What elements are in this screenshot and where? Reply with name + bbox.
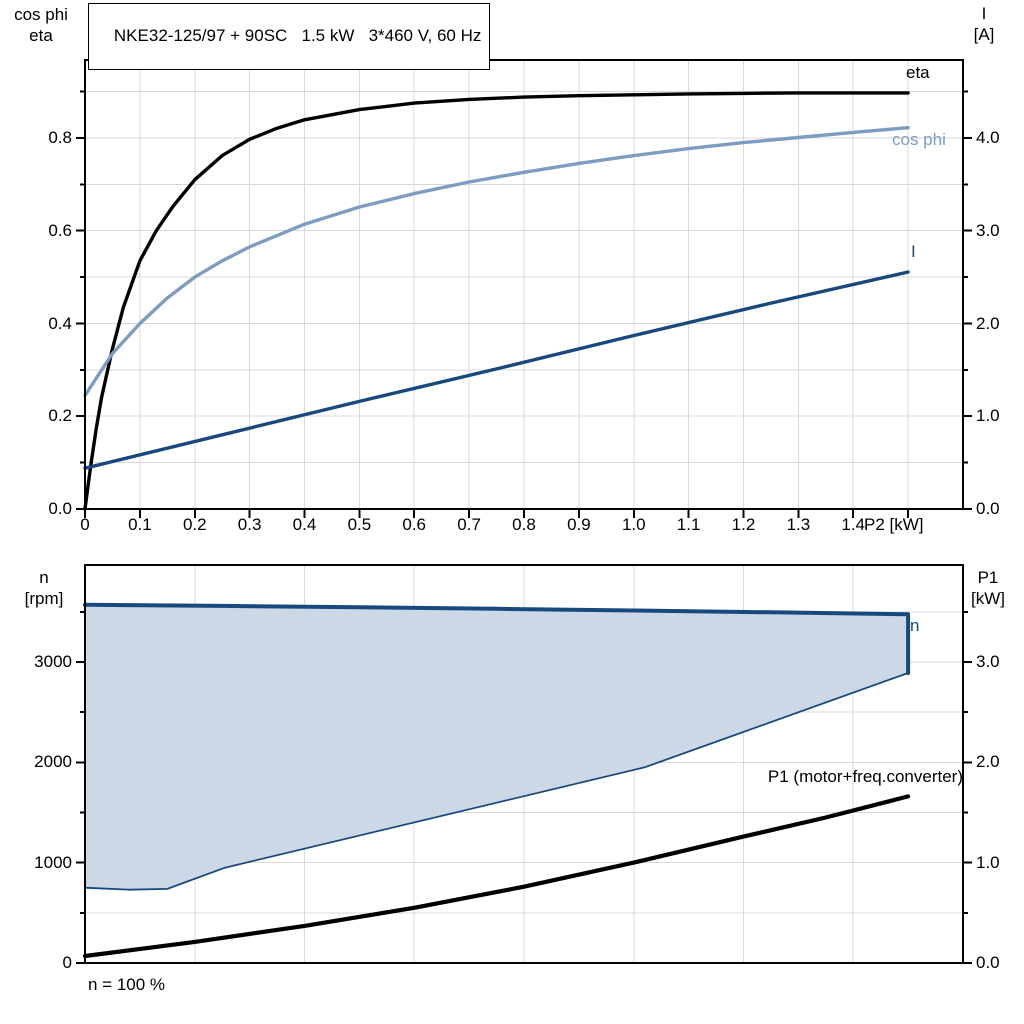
x-tick-label: 1.2 (731, 515, 756, 534)
x-tick-label: 1.4 (841, 515, 865, 534)
x-tick-label: 0.2 (182, 515, 207, 534)
speed-footnote: n = 100 % (88, 975, 166, 994)
left-tick-label: 2000 (34, 752, 72, 772)
grid-0 (85, 60, 963, 509)
x-tick-label: 0.5 (347, 515, 372, 534)
n-curve-label: n (910, 616, 920, 635)
right-axis-title-p1: P1 (977, 568, 999, 587)
left-tick-label: 0.8 (48, 127, 72, 147)
n-lower-curve (84, 672, 909, 891)
plot-frame-1 (84, 564, 964, 964)
x-tick-label: 0.4 (292, 515, 317, 534)
right-tick-label: 2.0 (976, 752, 1000, 772)
x-tick-label: 0.8 (512, 515, 536, 534)
right-tick-label: 1.0 (976, 852, 1000, 872)
right-tick-label: 0.0 (976, 953, 1000, 972)
left-tick-label: 0.4 (48, 313, 72, 333)
right-tick-label: 3.0 (976, 651, 1000, 671)
x-tick-label: 0.9 (567, 515, 591, 534)
p1-curve (82, 794, 911, 959)
left-tick-label: 0.2 (48, 406, 72, 426)
top-right-axis-title: I [A] (947, 3, 1021, 45)
x-tick-label: 0.3 (237, 515, 262, 534)
left-axis-title-cosphi: cos phi (14, 5, 68, 24)
current-curve (83, 270, 910, 470)
left-tick-label: 0 (62, 953, 72, 972)
bottom-left-axis-title: n [rpm] (7, 567, 81, 609)
x-tick-label: 0.1 (128, 515, 152, 534)
x-axis-label: P2 [kW] (864, 515, 924, 534)
x-tick-label: 1.3 (786, 515, 811, 534)
eta-curve-label: eta (906, 63, 930, 82)
p1-curve-label: P1 (motor+freq.converter) (767, 767, 963, 786)
left-axis-title-eta: eta (29, 26, 53, 45)
cos-phi-curve-label: cos phi (892, 130, 946, 149)
left-tick-label: 3000 (34, 651, 72, 671)
right-axis-title-current: I (981, 4, 987, 23)
eta-curve (83, 91, 910, 511)
title-box: NKE32-125/97 + 90SC 1.5 kW 3*460 V, 60 H… (88, 3, 491, 70)
pump-title: NKE32-125/97 + 90SC 1.5 kW 3*460 V, 60 H… (113, 26, 482, 45)
x-tick-label: 0 (80, 515, 90, 534)
x-tick-label: 1.0 (621, 515, 646, 534)
right-tick-label: 3.0 (976, 220, 1000, 240)
right-tick-label: 4.0 (976, 127, 1000, 147)
left-tick-label: 0.0 (48, 499, 72, 518)
bottom-right-axis-title: P1 [kW] (951, 567, 1024, 609)
x-tick-label: 0.6 (402, 515, 426, 534)
left-tick-label: 1000 (34, 852, 72, 872)
top-left-axis-title: cos phi eta (4, 4, 78, 46)
n-upper-curve (83, 602, 911, 675)
left-tick-label: 0.6 (48, 220, 72, 240)
left-axis-title-n: n (39, 568, 49, 587)
current-curve-label: I (911, 242, 916, 261)
left-axis-title-unit-rpm: [rpm] (24, 589, 64, 608)
x-tick-label: 0.7 (457, 515, 481, 534)
right-axis-title-unit-kw: [kW] (971, 589, 1005, 608)
ticks-0 (76, 90, 972, 518)
n-region (85, 604, 909, 890)
cos_phi-curve (83, 125, 910, 398)
right-axis-title-unit-a: [A] (973, 25, 995, 44)
right-tick-label: 0.0 (976, 499, 1000, 518)
x-tick-label: 1.1 (676, 515, 701, 534)
right-tick-label: 2.0 (976, 313, 1000, 333)
ticks-1 (76, 610, 972, 964)
right-tick-label: 1.0 (976, 406, 1000, 426)
